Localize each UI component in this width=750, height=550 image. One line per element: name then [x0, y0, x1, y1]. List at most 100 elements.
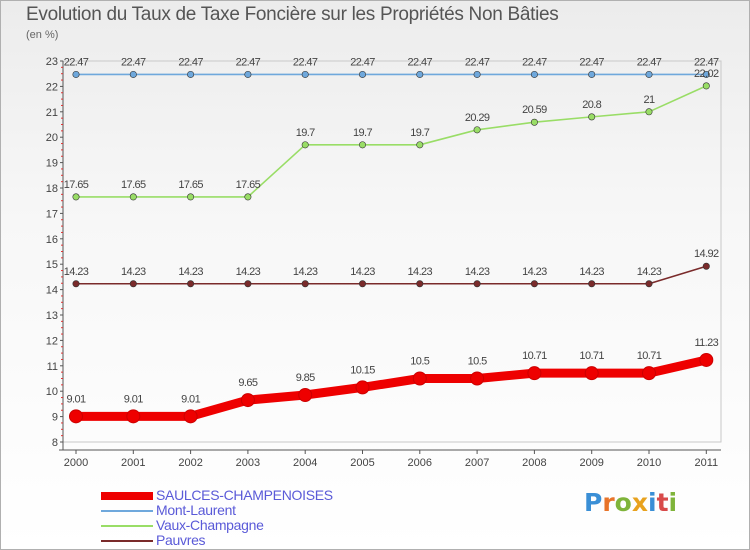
- series-point-3: [72, 280, 80, 288]
- series-point-2: [416, 141, 424, 149]
- x-tick-label: 2006: [408, 457, 432, 469]
- x-tick-label: 2000: [64, 457, 88, 469]
- x-tick-label: 2007: [465, 457, 489, 469]
- logo-letter: t: [656, 488, 669, 517]
- legend-swatch-vaux-champagne: [101, 525, 153, 527]
- series-point-2: [645, 108, 653, 116]
- y-axis-ticks: 8 9 10 11 12 13 14 15 16 17 18 19 20 21 22 23: [46, 56, 63, 449]
- series-point-2: [244, 193, 252, 201]
- series-point-0: [240, 393, 255, 408]
- y-tick-label: 22: [46, 81, 58, 93]
- x-tick-label: 2009: [579, 457, 603, 469]
- data-label-1: 22.47: [522, 56, 547, 68]
- data-label-2: 17.65: [178, 179, 203, 191]
- data-label-3: 14.92: [694, 248, 719, 260]
- data-label-1: 22.47: [579, 56, 604, 68]
- data-label-3: 14.23: [408, 266, 433, 278]
- data-label-0: 10.71: [522, 350, 547, 362]
- series-point-1: [187, 70, 195, 78]
- legend-swatch-mont-laurent: [101, 510, 153, 512]
- data-label-0: 10.5: [410, 356, 429, 368]
- y-tick-label: 8: [52, 437, 58, 449]
- series-point-3: [301, 280, 309, 288]
- data-label-1: 22.47: [121, 56, 146, 68]
- series-point-2: [588, 113, 596, 121]
- y-tick-label: 9: [52, 412, 58, 424]
- series-point-3: [129, 280, 137, 288]
- series-point-2: [301, 141, 309, 149]
- data-label-3: 14.23: [293, 266, 318, 278]
- data-label-0: 10.5: [468, 356, 487, 368]
- series-layer: [69, 70, 714, 424]
- series-point-1: [301, 70, 309, 78]
- data-label-0: 11.23: [694, 337, 718, 349]
- y-tick-label: 11: [47, 361, 58, 373]
- y-tick-label: 23: [46, 56, 58, 68]
- series-point-2: [473, 126, 481, 134]
- series-point-3: [645, 280, 653, 288]
- y-tick-label: 16: [46, 234, 58, 246]
- series-point-3: [187, 280, 195, 288]
- data-label-0: 10.71: [579, 350, 604, 362]
- logo-letter: i: [668, 488, 678, 517]
- y-tick-label: 14: [46, 285, 58, 297]
- data-label-2: 19.7: [296, 127, 315, 139]
- logo-letter: i: [648, 488, 657, 517]
- data-label-3: 14.23: [522, 266, 547, 278]
- data-label-0: 9.01: [66, 393, 85, 405]
- data-label-3: 14.23: [465, 266, 490, 278]
- series-point-1: [473, 70, 481, 78]
- proxiti-logo: Proxiti: [584, 488, 677, 517]
- x-tick-label: 2003: [236, 457, 260, 469]
- logo-letter: P: [584, 488, 603, 517]
- legend-swatch-pauvres: [101, 540, 153, 542]
- data-label-1: 22.47: [293, 56, 318, 68]
- series-point-0: [699, 352, 714, 367]
- series-point-3: [244, 280, 252, 288]
- data-label-1: 22.47: [637, 56, 662, 68]
- x-tick-label: 2005: [350, 457, 374, 469]
- data-labels: 9.01 9.01 9.01 9.65 9.85 10.15 10.5 10.5 10.71 10…: [64, 56, 720, 405]
- series-point-3: [588, 280, 596, 288]
- series-line-3: [75, 265, 708, 285]
- logo-letter: x: [631, 488, 648, 517]
- series-point-1: [129, 70, 137, 78]
- y-tick-label: 19: [46, 158, 58, 170]
- data-label-2: 17.65: [64, 179, 89, 191]
- data-label-0: 9.85: [296, 372, 315, 384]
- logo-letter: o: [614, 488, 632, 517]
- data-label-0: 10.71: [637, 350, 662, 362]
- logo-letter: r: [602, 488, 615, 517]
- data-label-1: 22.47: [236, 56, 261, 68]
- data-label-1: 22.47: [408, 56, 433, 68]
- series-point-1: [416, 70, 424, 78]
- chart-title: Evolution du Taux de Taxe Foncière sur l…: [26, 4, 559, 25]
- x-tick-label: 2001: [121, 457, 145, 469]
- data-label-3: 14.23: [236, 266, 261, 278]
- series-point-2: [702, 82, 710, 90]
- data-label-2: 19.7: [410, 127, 429, 139]
- data-label-3: 14.23: [350, 266, 375, 278]
- series-point-3: [473, 280, 481, 288]
- data-label-0: 9.65: [238, 377, 257, 389]
- y-tick-label: 10: [46, 386, 58, 398]
- data-label-1: 22.47: [350, 56, 375, 68]
- data-label-2: 21: [643, 94, 655, 106]
- y-tick-label: 21: [46, 107, 58, 119]
- x-tick-label: 2010: [637, 457, 661, 469]
- data-label-2: 19.7: [353, 127, 372, 139]
- data-label-0: 9.01: [181, 393, 200, 405]
- data-label-0: 10.15: [350, 364, 375, 376]
- chart-subtitle: (en %): [26, 29, 59, 41]
- data-label-3: 14.23: [64, 266, 89, 278]
- y-tick-label: 13: [46, 310, 58, 322]
- series-point-3: [416, 280, 424, 288]
- legend-label-pauvres: Pauvres: [156, 532, 206, 548]
- data-label-2: 20.59: [522, 104, 547, 116]
- legend-label-saulces: SAULCES-CHAMPENOISES: [156, 487, 333, 503]
- data-label-2: 20.8: [582, 99, 601, 111]
- x-tick-label: 2011: [694, 457, 718, 469]
- data-label-3: 14.23: [637, 266, 662, 278]
